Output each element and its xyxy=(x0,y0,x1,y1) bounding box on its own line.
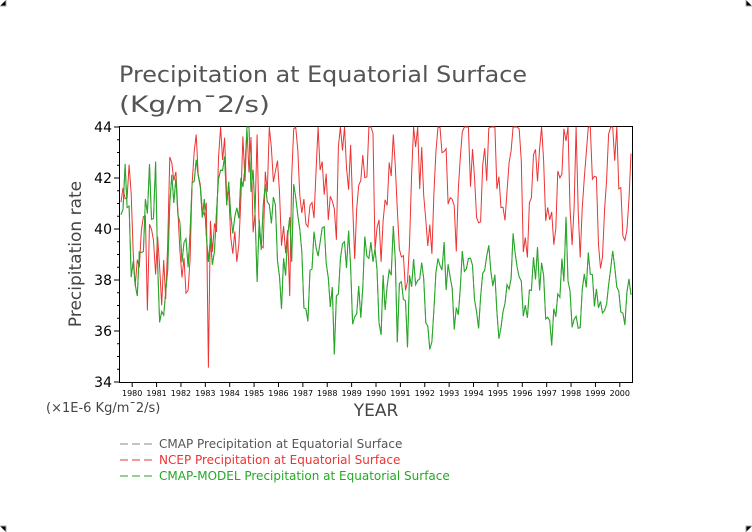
y-tick-label: 44 xyxy=(94,120,112,136)
x-tick-label: 1987 xyxy=(293,389,313,398)
series-layer xyxy=(120,125,632,368)
y-axis-label: Precipitation rate xyxy=(66,181,86,327)
y-tick-label: 38 xyxy=(94,273,112,289)
x-tick-label: 1989 xyxy=(341,389,361,398)
x-tick-label: 1998 xyxy=(561,389,581,398)
x-tick-label: 1988 xyxy=(317,389,337,398)
y-tick-label: 34 xyxy=(94,375,112,391)
x-tick-label: 1999 xyxy=(585,389,605,398)
legend-label: NCEP Precipitation at Equatorial Surface xyxy=(159,453,400,467)
x-tick-label: 1992 xyxy=(415,389,435,398)
x-tick-label: 1982 xyxy=(171,389,191,398)
x-tick-label: 1983 xyxy=(195,389,215,398)
chart-units: (Kg/m¯2/s) xyxy=(119,93,270,118)
x-tick-label: 1996 xyxy=(512,389,532,398)
y-tick-label: 42 xyxy=(94,171,112,187)
x-tick-label: 2000 xyxy=(610,389,630,398)
x-tick-label: 1986 xyxy=(268,389,288,398)
x-tick-label: 1984 xyxy=(220,389,240,398)
x-tick-label: 1985 xyxy=(244,389,264,398)
x-tick-label: 1981 xyxy=(146,389,166,398)
x-axis-label: YEAR xyxy=(353,401,399,421)
y-tick-label: 40 xyxy=(94,222,112,238)
x-tick-label: 1980 xyxy=(122,389,142,398)
x-axis: 1980 1981 1982 1983 1984 1985 1986 1987 1988 1989… xyxy=(122,382,630,398)
chart-title: Precipitation at Equatorial Surface xyxy=(119,63,527,88)
x-tick-label: 1991 xyxy=(390,389,410,398)
x-tick-label: 1993 xyxy=(439,389,459,398)
x-tick-label: 1990 xyxy=(366,389,386,398)
legend: CMAP Precipitation at Equatorial Surface… xyxy=(120,437,450,483)
y-scale-label: (×1E-6 Kg/m¯2/s) xyxy=(46,401,160,416)
x-tick-label: 1995 xyxy=(488,389,508,398)
legend-label: CMAP-MODEL Precipitation at Equatorial S… xyxy=(159,469,450,483)
series-line-1 xyxy=(120,125,632,368)
y-tick-label: 36 xyxy=(94,324,112,340)
x-tick-label: 1997 xyxy=(536,389,556,398)
series-line-2 xyxy=(120,126,632,355)
legend-label: CMAP Precipitation at Equatorial Surface xyxy=(159,437,402,451)
x-tick-label: 1994 xyxy=(463,389,483,398)
y-axis: 34 36 38 40 42 44 xyxy=(94,120,120,391)
